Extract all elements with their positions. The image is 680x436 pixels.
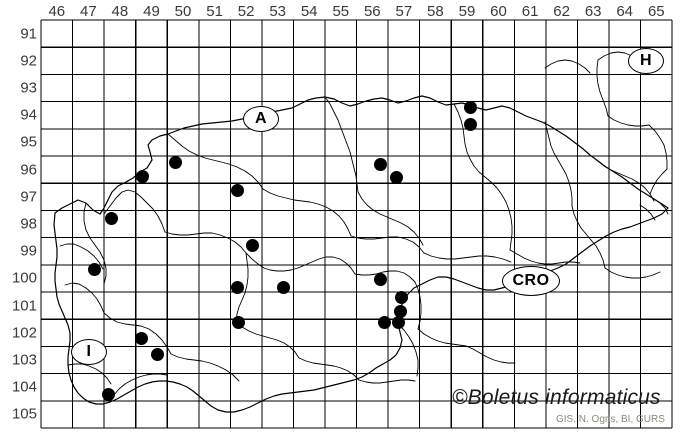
- y-axis-tick: 95: [20, 133, 37, 151]
- occurrence-dot: [393, 304, 407, 318]
- region-label-austria: A: [243, 106, 279, 132]
- y-axis-tick: 99: [20, 242, 37, 260]
- x-axis-tick: 56: [363, 3, 381, 20]
- occurrence-dot: [373, 157, 387, 171]
- y-axis-tick: 100: [11, 269, 37, 287]
- y-axis-tick: 97: [20, 188, 37, 206]
- x-axis-tick: 63: [584, 3, 602, 20]
- x-axis-tick: 48: [111, 3, 129, 20]
- country-border: [53, 95, 669, 413]
- occurrence-dot: [135, 169, 149, 183]
- occurrence-dot: [231, 315, 245, 329]
- occurrence-dot: [104, 211, 118, 225]
- x-axis-tick: 49: [143, 3, 160, 20]
- copyright-notice: ©Boletus informaticus: [452, 386, 661, 409]
- occurrence-dot: [101, 387, 115, 401]
- x-axis-tick: 53: [269, 3, 287, 20]
- region-label-croatia: CRO: [502, 266, 560, 296]
- y-axis-tick: 102: [11, 324, 37, 342]
- occurrence-dot: [230, 280, 244, 294]
- occurrence-dot: [150, 347, 164, 361]
- y-axis-tick: 93: [20, 79, 37, 97]
- occurrence-dot: [168, 155, 182, 169]
- river-and-boundary-lines: [59, 51, 669, 403]
- x-axis-tick: 51: [206, 3, 223, 20]
- x-axis-tick: 55: [332, 3, 350, 20]
- x-axis-tick: 60: [490, 3, 507, 20]
- x-axis-tick: 57: [395, 3, 413, 20]
- gis-credit-line: GIS, N. Ogris, BI, GURS: [556, 414, 665, 425]
- x-axis-tick: 46: [48, 3, 66, 20]
- occurrence-dot: [377, 315, 391, 329]
- y-axis-tick: 103: [11, 351, 37, 369]
- occurrence-dot: [230, 183, 244, 197]
- x-axis-tick: 52: [237, 3, 255, 20]
- y-axis-tick: 96: [20, 161, 37, 179]
- occurrence-dot: [463, 100, 477, 114]
- y-axis-tick: 98: [20, 215, 37, 233]
- occurrence-dot: [245, 238, 259, 252]
- occurrence-dot: [463, 117, 477, 131]
- x-axis-tick: 61: [521, 3, 539, 20]
- grid-lines: [40, 19, 673, 429]
- occurrence-dot: [394, 290, 408, 304]
- x-axis-tick: 50: [174, 3, 192, 20]
- occurrence-dot: [391, 315, 405, 329]
- occurrence-dot: [134, 331, 148, 345]
- occurrence-dot: [373, 272, 387, 286]
- occurrence-dot: [389, 170, 403, 184]
- occurrence-dot: [87, 262, 101, 276]
- x-axis-tick: 64: [616, 3, 634, 20]
- occurrence-dot: [276, 280, 290, 294]
- x-axis-tick: 59: [458, 3, 476, 20]
- x-axis-tick: 65: [647, 3, 665, 20]
- x-axis-tick: 54: [300, 3, 318, 20]
- region-label-hungary: H: [628, 48, 664, 74]
- y-axis-tick: 94: [20, 106, 37, 124]
- y-axis-tick: 101: [11, 297, 37, 315]
- y-axis-tick: 92: [20, 52, 37, 70]
- x-axis-tick: 47: [80, 3, 97, 20]
- y-axis-tick: 105: [11, 405, 37, 423]
- region-label-italy: I: [71, 339, 107, 365]
- x-axis-tick: 62: [553, 3, 570, 20]
- y-axis-tick: 91: [20, 25, 37, 43]
- y-axis-tick: 104: [11, 378, 37, 396]
- x-axis-tick: 58: [427, 3, 444, 20]
